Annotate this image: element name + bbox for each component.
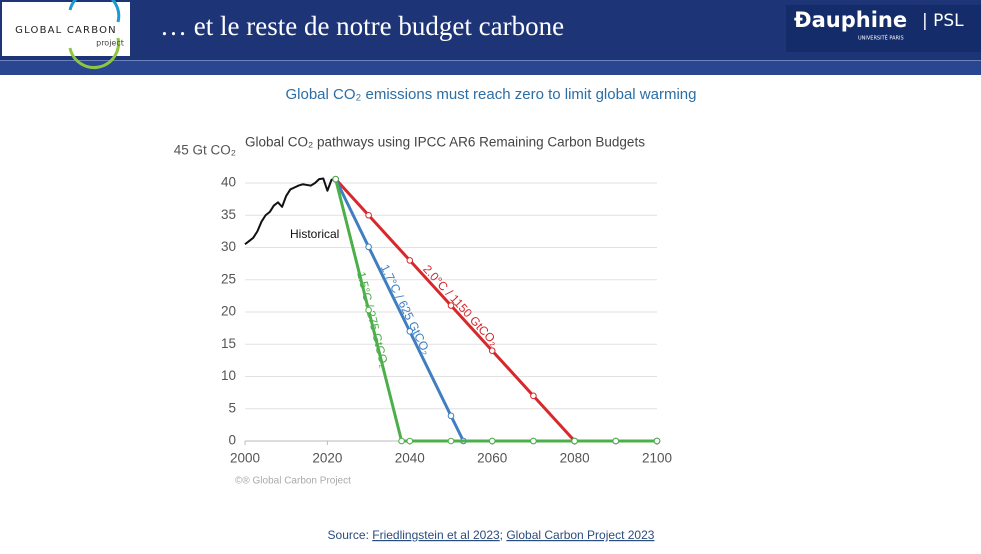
point bbox=[365, 243, 372, 251]
y-tick-label: 10 bbox=[221, 368, 236, 383]
point bbox=[488, 347, 496, 355]
slide-title: … et le reste de notre budget carbone bbox=[160, 11, 564, 41]
x-tick-label: 2020 bbox=[312, 451, 342, 466]
series-line bbox=[334, 178, 657, 443]
y-tick-label: 15 bbox=[221, 336, 236, 351]
point bbox=[365, 306, 372, 314]
partner-name: Ðauphine bbox=[794, 8, 907, 32]
credit: ©® Global Carbon Project bbox=[235, 476, 351, 487]
point bbox=[653, 437, 661, 445]
logo-text: GLOBAL CARBON bbox=[15, 25, 117, 36]
partner-sub: UNIVERSITÉ PARIS bbox=[858, 34, 904, 42]
series-line bbox=[334, 178, 657, 443]
y-tick-label: 35 bbox=[221, 207, 236, 222]
point bbox=[571, 437, 578, 445]
point bbox=[365, 211, 372, 219]
y-tick-label: 20 bbox=[221, 304, 236, 319]
point bbox=[406, 437, 414, 445]
series-label: 2.0°C / 1150 GtCO₂ bbox=[420, 262, 501, 349]
source-sep: ; bbox=[500, 528, 507, 542]
header-strip bbox=[0, 60, 981, 75]
y-tick-label: 45 Gt CO₂ bbox=[174, 142, 236, 157]
source-prefix: Source: bbox=[328, 528, 373, 542]
x-tick-label: 2060 bbox=[477, 451, 507, 466]
series-label: Historical bbox=[290, 227, 339, 241]
logo-arc bbox=[68, 0, 121, 23]
point bbox=[447, 412, 455, 420]
point bbox=[612, 437, 620, 445]
logo-subtext: project bbox=[96, 39, 124, 48]
point bbox=[398, 437, 405, 445]
point bbox=[447, 437, 455, 445]
logo-box bbox=[2, 2, 130, 56]
point bbox=[406, 328, 414, 335]
partner-box bbox=[786, 5, 981, 52]
source-link[interactable]: Friedlingstein et al 2023 bbox=[372, 528, 500, 542]
y-tick-label: 40 bbox=[221, 175, 236, 190]
series-line bbox=[334, 178, 657, 443]
x-tick-label: 2080 bbox=[560, 451, 590, 466]
source-link[interactable]: Global Carbon Project 2023 bbox=[506, 528, 654, 542]
point bbox=[332, 175, 339, 183]
chart-title: Global CO₂ pathways using IPCC AR6 Remai… bbox=[245, 135, 645, 150]
point bbox=[488, 437, 496, 445]
y-tick-label: 30 bbox=[221, 239, 236, 254]
plot: 0 5 10 15 20 25 30 35 40 45 Gt CO₂ 2000 2020 2040 206… bbox=[174, 142, 672, 465]
x-tick-label: 2000 bbox=[230, 451, 260, 466]
point bbox=[447, 302, 455, 309]
y-tick-label: 0 bbox=[228, 433, 236, 448]
point bbox=[406, 257, 414, 264]
source: Source: Friedlingstein et al 2023; Globa… bbox=[328, 528, 655, 542]
y-tick-label: 25 bbox=[221, 271, 236, 286]
point bbox=[530, 437, 537, 445]
series-line bbox=[244, 177, 336, 246]
subtitle: Global CO₂ emissions must reach zero to … bbox=[286, 86, 697, 103]
y-tick-label: 5 bbox=[228, 400, 236, 415]
point bbox=[530, 392, 537, 400]
partner-psl: | PSL bbox=[922, 11, 964, 31]
logo-arc bbox=[68, 37, 120, 69]
x-tick-label: 2040 bbox=[395, 451, 425, 466]
x-tick-label: 2100 bbox=[642, 451, 672, 466]
